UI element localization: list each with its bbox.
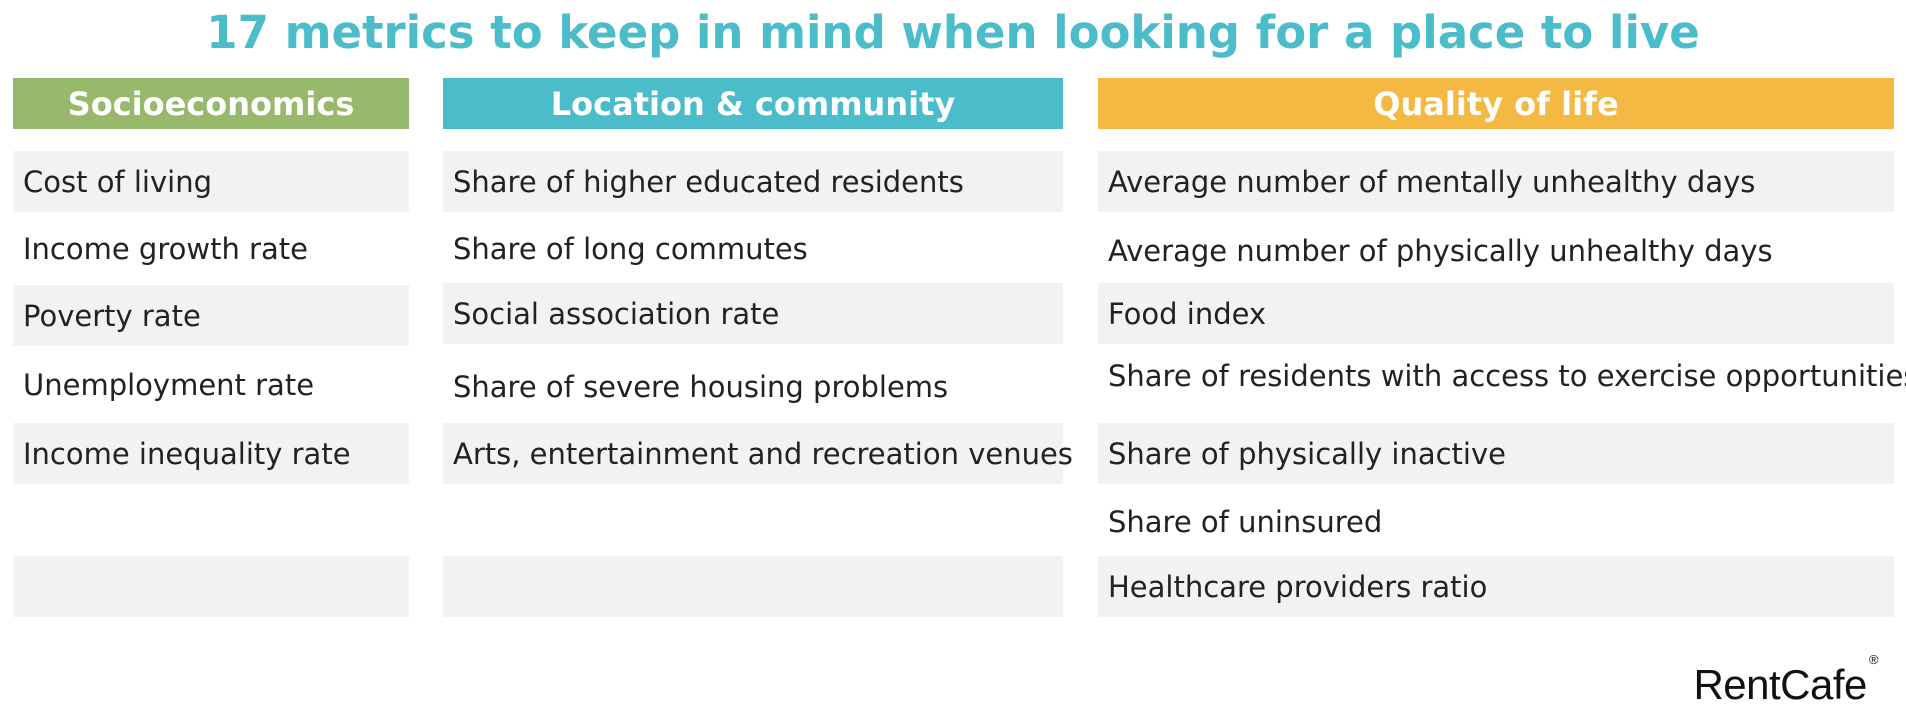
registered-mark: ® — [1868, 652, 1879, 667]
list-item: Income inequality rate — [13, 423, 409, 484]
column-header-socioeconomics: Socioeconomics — [13, 78, 409, 129]
column-location-community: Location & community Share of higher edu… — [443, 78, 1073, 617]
list-item: Cost of living — [13, 151, 409, 212]
list-item: Share of uninsured — [1108, 504, 1383, 539]
column-quality-of-life: Quality of life Average number of mental… — [1098, 78, 1906, 617]
list-item — [443, 491, 1063, 552]
column-header-quality-of-life: Quality of life — [1098, 78, 1894, 129]
list-item — [13, 556, 409, 617]
list-item: Share of physically inactive — [1098, 423, 1894, 484]
list-item: Share of higher educated residents — [443, 151, 1063, 212]
list-item: Poverty rate — [13, 285, 409, 346]
column-header-location-community: Location & community — [443, 78, 1063, 129]
list-item: Share of residents with access to exerci… — [1108, 358, 1906, 393]
list-item: Income growth rate — [23, 231, 308, 266]
list-item: Healthcare providers ratio — [1098, 556, 1894, 617]
list-item: Share of long commutes — [453, 231, 808, 266]
list-item: Average number of physically unhealthy d… — [1108, 233, 1773, 268]
list-item: Unemployment rate — [23, 367, 315, 402]
list-item: Social association rate — [443, 283, 1063, 344]
list-item: Arts, entertainment and recreation venue… — [443, 423, 1073, 484]
rentcafe-logo: RentCafe® — [1693, 652, 1878, 709]
list-item: Average number of mentally unhealthy day… — [1098, 151, 1894, 212]
list-item — [443, 556, 1063, 617]
page-title: 17 metrics to keep in mind when looking … — [206, 6, 1700, 59]
list-item: Food index — [1098, 283, 1894, 344]
logo-text: RentCafe — [1693, 661, 1867, 708]
list-item: Share of severe housing problems — [453, 369, 949, 404]
list-item — [13, 491, 409, 552]
column-socioeconomics: Socioeconomics Cost of living Income gro… — [13, 78, 409, 617]
